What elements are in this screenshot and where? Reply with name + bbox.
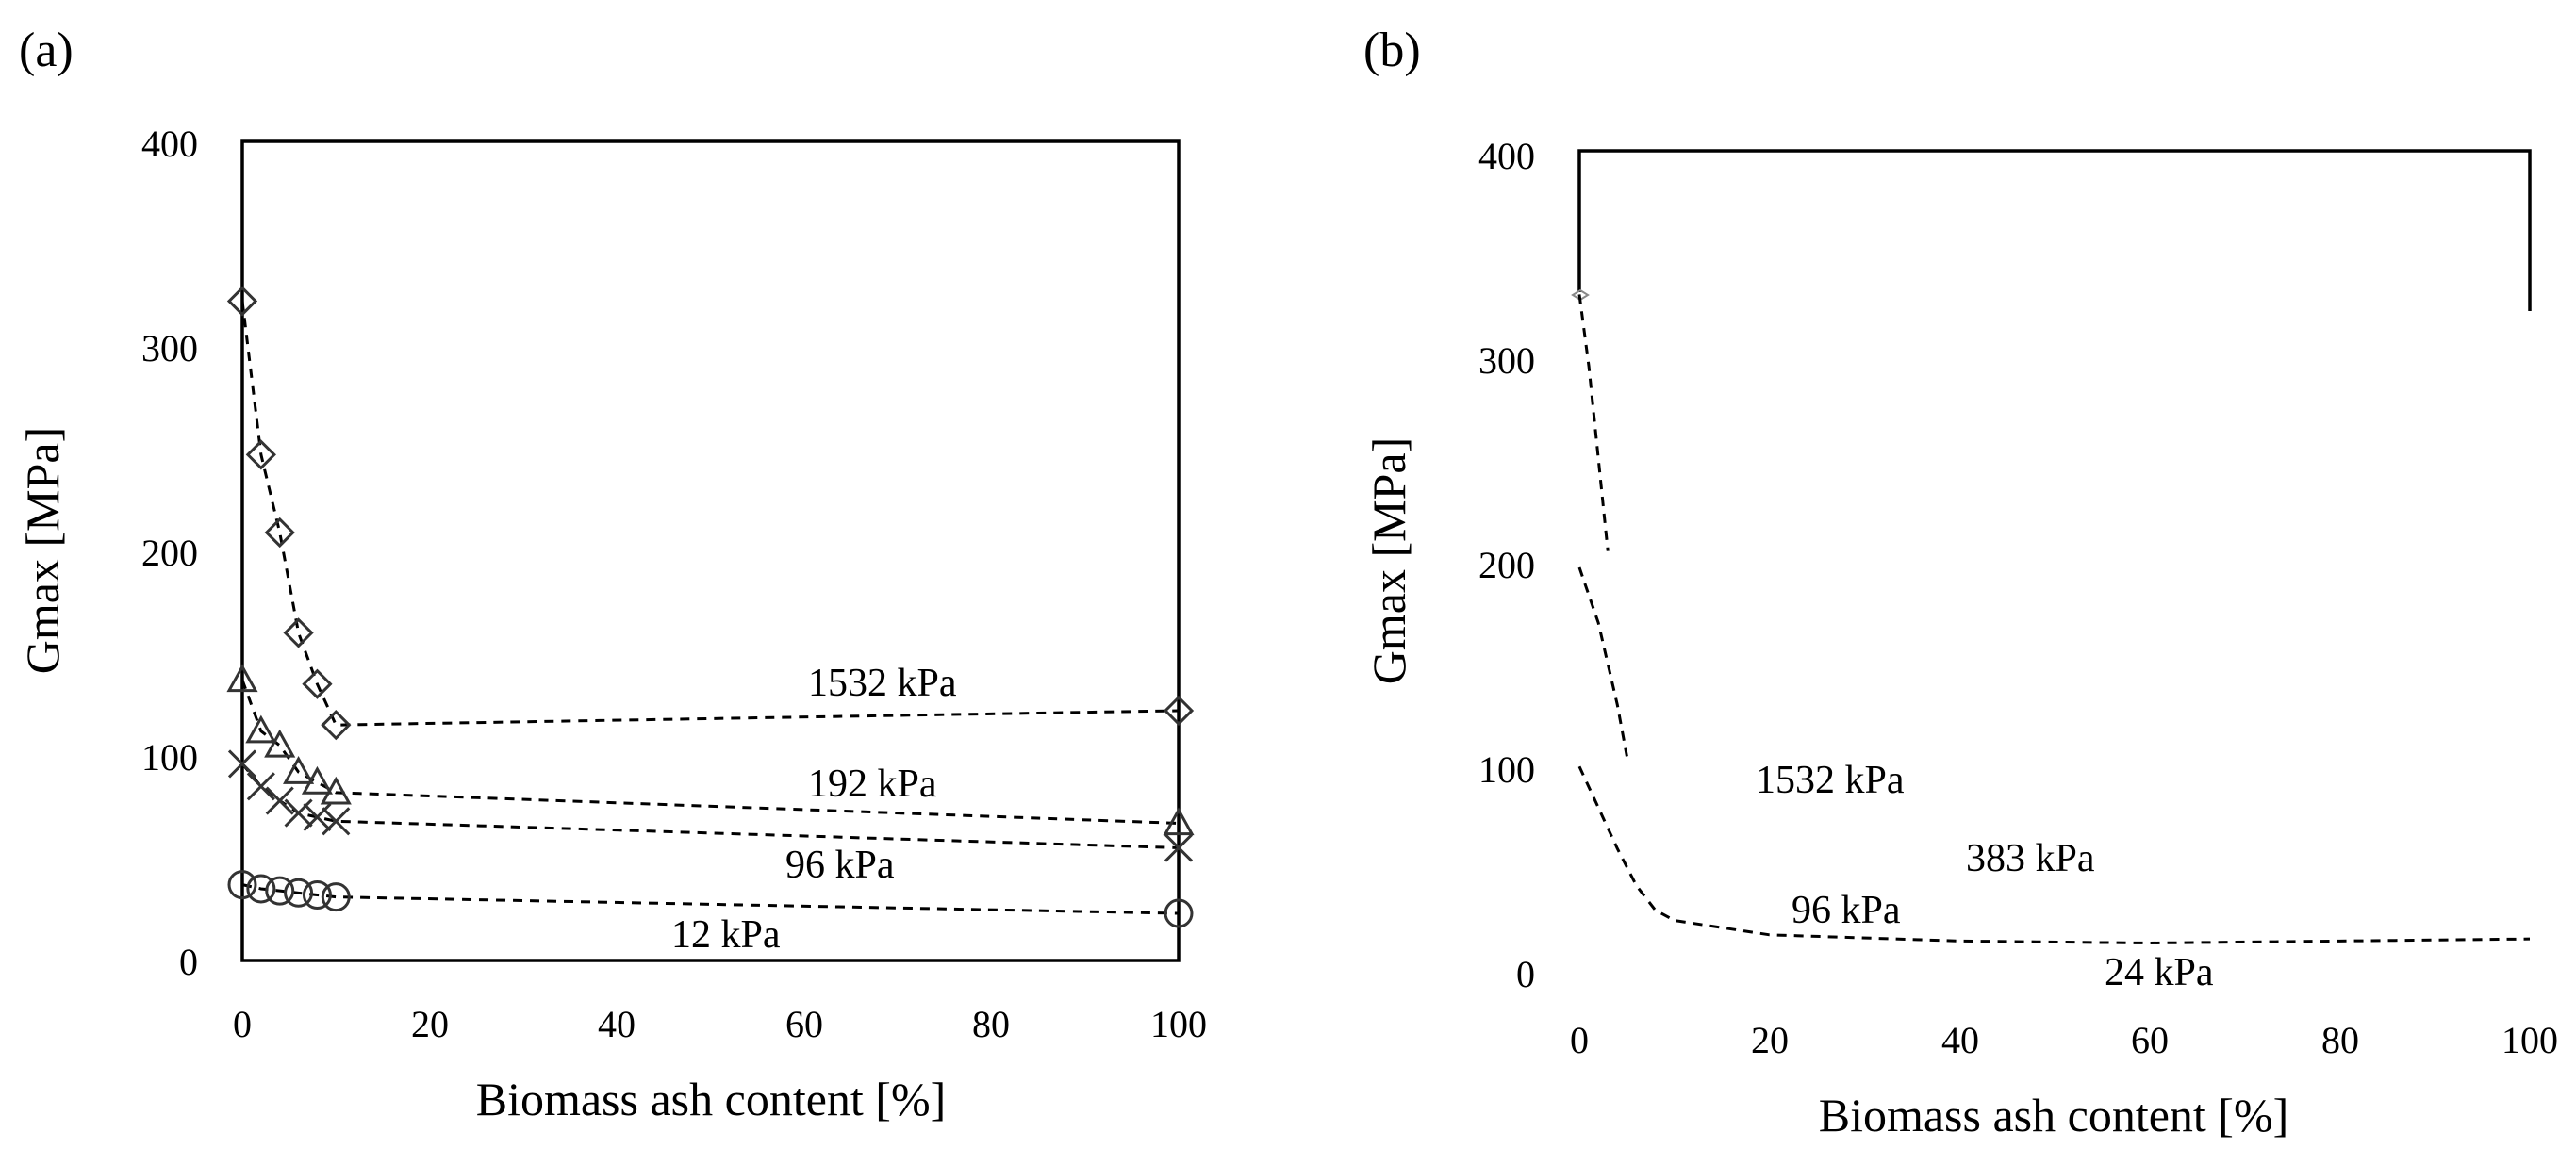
panel-a-point-192kpa-1 (245, 714, 277, 744)
panel-b-plot-frame (1577, 149, 2532, 311)
panel-b-line-383kpa (1577, 566, 1628, 757)
panel-a-xtick-3: 60 (785, 1003, 823, 1045)
panel-b-marker-remnant (1571, 288, 1590, 302)
panel-a-ytick-4: 400 (141, 123, 198, 165)
panel-b-annotation-1532kpa: 1532 kPa (1756, 759, 1905, 802)
panel-b-ytick-4: 400 (1478, 135, 1535, 177)
panel-a-point-96kpa-2 (265, 786, 294, 815)
panel-b-series-group (1577, 294, 2531, 945)
panel-a-line-12kpa (241, 883, 1180, 915)
panel-a-xtick-4: 80 (972, 1003, 1010, 1045)
panel-b-annotation-96kpa: 96 kPa (1792, 889, 1901, 932)
panel-a-annotation-96kpa: 96 kPa (785, 844, 895, 887)
panel-b-ytick-2: 200 (1478, 544, 1535, 586)
panel-a-point-12kpa-4 (302, 879, 332, 910)
panel-b-xtick-5: 100 (2502, 1019, 2558, 1061)
panel-a-annotation-12kpa: 12 kPa (671, 913, 781, 957)
panel-a-ytick-3: 300 (141, 327, 198, 369)
panel-b-ytick-0: 0 (1516, 953, 1535, 995)
panel-a-xtick-2: 40 (598, 1003, 636, 1045)
panel-b-ytick-1: 100 (1478, 748, 1535, 791)
panel-a-x-axis-label: Biomass ash content [%] (476, 1073, 947, 1125)
panel-a-point-96kpa-5 (322, 807, 351, 836)
panel-a-point-192kpa-5 (320, 776, 352, 805)
panel-a-point-192kpa-0 (226, 664, 258, 693)
panel-b-line-96kpa (1577, 765, 2531, 945)
panel-a-point-96kpa-0 (227, 749, 257, 779)
panel-a-point-96kpa-1 (246, 772, 275, 801)
panel-b-ytick-3: 300 (1478, 339, 1535, 382)
panel-b-annotation-383kpa: 383 kPa (1966, 837, 2095, 880)
panel-a-xtick-5: 100 (1150, 1003, 1207, 1045)
panel-a-point-12kpa-1 (246, 874, 276, 904)
panel-a-point-1532kpa-6 (1163, 695, 1195, 727)
panel-a-point-1532kpa-3 (283, 617, 314, 648)
panel-a-point-1532kpa-1 (245, 439, 276, 470)
panel-a-point-1532kpa-5 (321, 710, 352, 741)
panel-b-annotation-24kpa: 24 kPa (2105, 951, 2214, 994)
panel-b-line-1532kpa (1577, 294, 1610, 551)
panel-a-letter: (a) (19, 24, 74, 77)
panel-a-line-192kpa (240, 679, 1180, 825)
panel-b: (b) 0 100 200 300 400 0 20 40 60 80 100 … (1362, 24, 2558, 1141)
panel-b-y-axis-label: Gmax [MPa] (1362, 437, 1415, 684)
panel-a-ytick-1: 100 (141, 736, 198, 779)
panel-a-point-96kpa-4 (303, 802, 332, 831)
panel-a-ytick-0: 0 (179, 941, 198, 983)
panel-b-letter: (b) (1363, 24, 1421, 77)
panel-a-point-1532kpa-4 (302, 668, 333, 699)
panel-b-xtick-1: 20 (1751, 1019, 1789, 1061)
panel-a-point-12kpa-0 (227, 870, 257, 900)
panel-b-xtick-2: 40 (1941, 1019, 1979, 1061)
panel-a-point-1532kpa-2 (264, 517, 295, 549)
panel-a: (a) 0 100 200 300 400 0 20 40 60 80 100 … (16, 24, 1207, 1125)
panel-b-xtick-0: 0 (1570, 1019, 1589, 1061)
panel-a-point-192kpa-4 (301, 765, 333, 795)
panel-a-series-group (226, 286, 1195, 928)
panel-b-xtick-3: 60 (2131, 1019, 2169, 1061)
panel-a-line-1532kpa (240, 301, 1180, 727)
panel-a-plot-frame (240, 139, 1181, 962)
panel-a-point-96kpa-3 (284, 798, 313, 828)
panel-a-ytick-2: 200 (141, 532, 198, 574)
panel-a-point-192kpa-6 (1163, 807, 1195, 836)
panel-a-point-12kpa-5 (321, 882, 351, 912)
panel-a-point-12kpa-3 (284, 878, 314, 908)
panel-a-point-12kpa-2 (265, 876, 295, 906)
panel-a-point-192kpa-3 (283, 756, 315, 784)
panel-a-xtick-0: 0 (233, 1003, 252, 1045)
panel-b-xtick-4: 80 (2321, 1019, 2359, 1061)
panel-a-point-1532kpa-0 (226, 286, 258, 317)
panel-a-point-12kpa-6 (1164, 898, 1194, 928)
panel-a-xtick-1: 20 (411, 1003, 449, 1045)
panel-a-annotation-1532kpa: 1532 kPa (808, 662, 957, 705)
panel-a-point-192kpa-2 (264, 729, 296, 758)
panel-a-annotation-192kpa: 192 kPa (808, 763, 937, 806)
panel-b-x-axis-label: Biomass ash content [%] (1819, 1089, 2289, 1141)
panel-a-point-96kpa-6 (1164, 833, 1194, 862)
panel-a-y-axis-label: Gmax [MPa] (16, 427, 69, 674)
